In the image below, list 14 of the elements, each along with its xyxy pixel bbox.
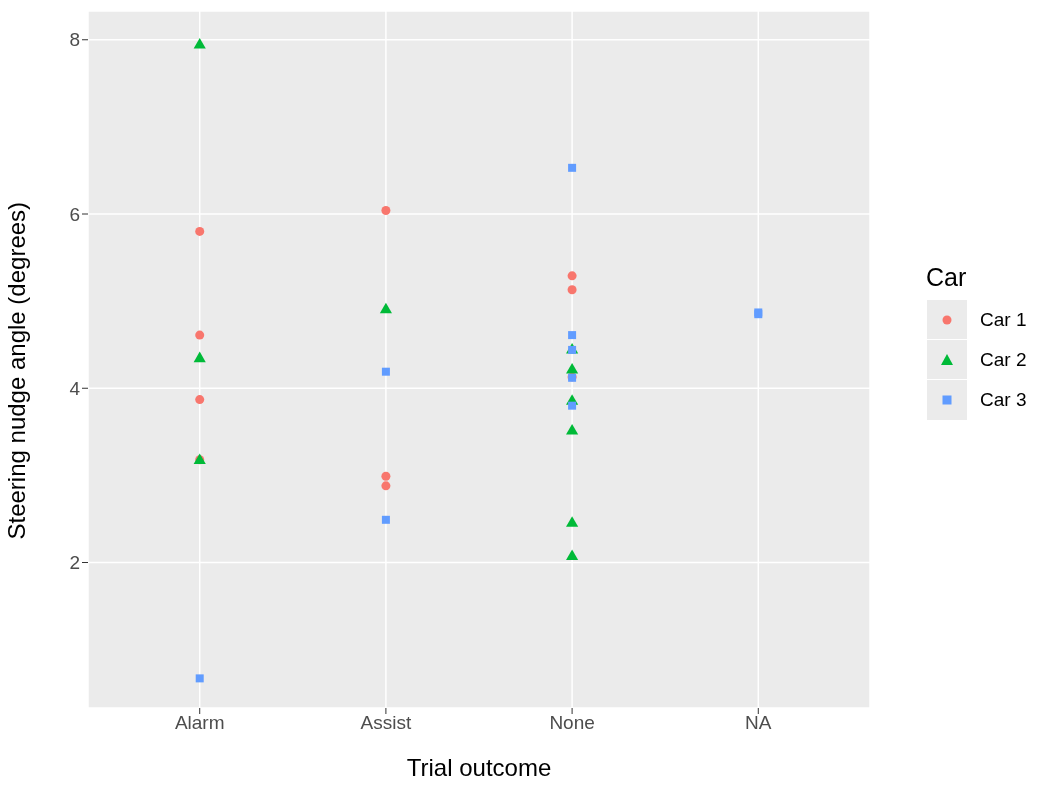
x-tick-label: Alarm <box>174 712 225 734</box>
legend-title: Car <box>926 263 968 292</box>
legend-label: Car 3 <box>980 389 1027 411</box>
x-axis-title: Trial outcome <box>406 754 552 781</box>
legend-label: Car 1 <box>980 309 1027 331</box>
y-tick-label: 4 <box>69 378 81 399</box>
x-tick-label: Assist <box>360 712 412 734</box>
y-tick-label: 8 <box>69 29 80 51</box>
legend-label: Car 2 <box>980 349 1027 371</box>
y-tick-label: 2 <box>69 552 80 574</box>
y-axis-title: Steering nudge angle (degrees) <box>2 201 30 540</box>
x-tick-label: None <box>549 712 595 734</box>
x-tick-label: NA <box>745 712 772 734</box>
y-tick-label: 6 <box>69 203 80 225</box>
